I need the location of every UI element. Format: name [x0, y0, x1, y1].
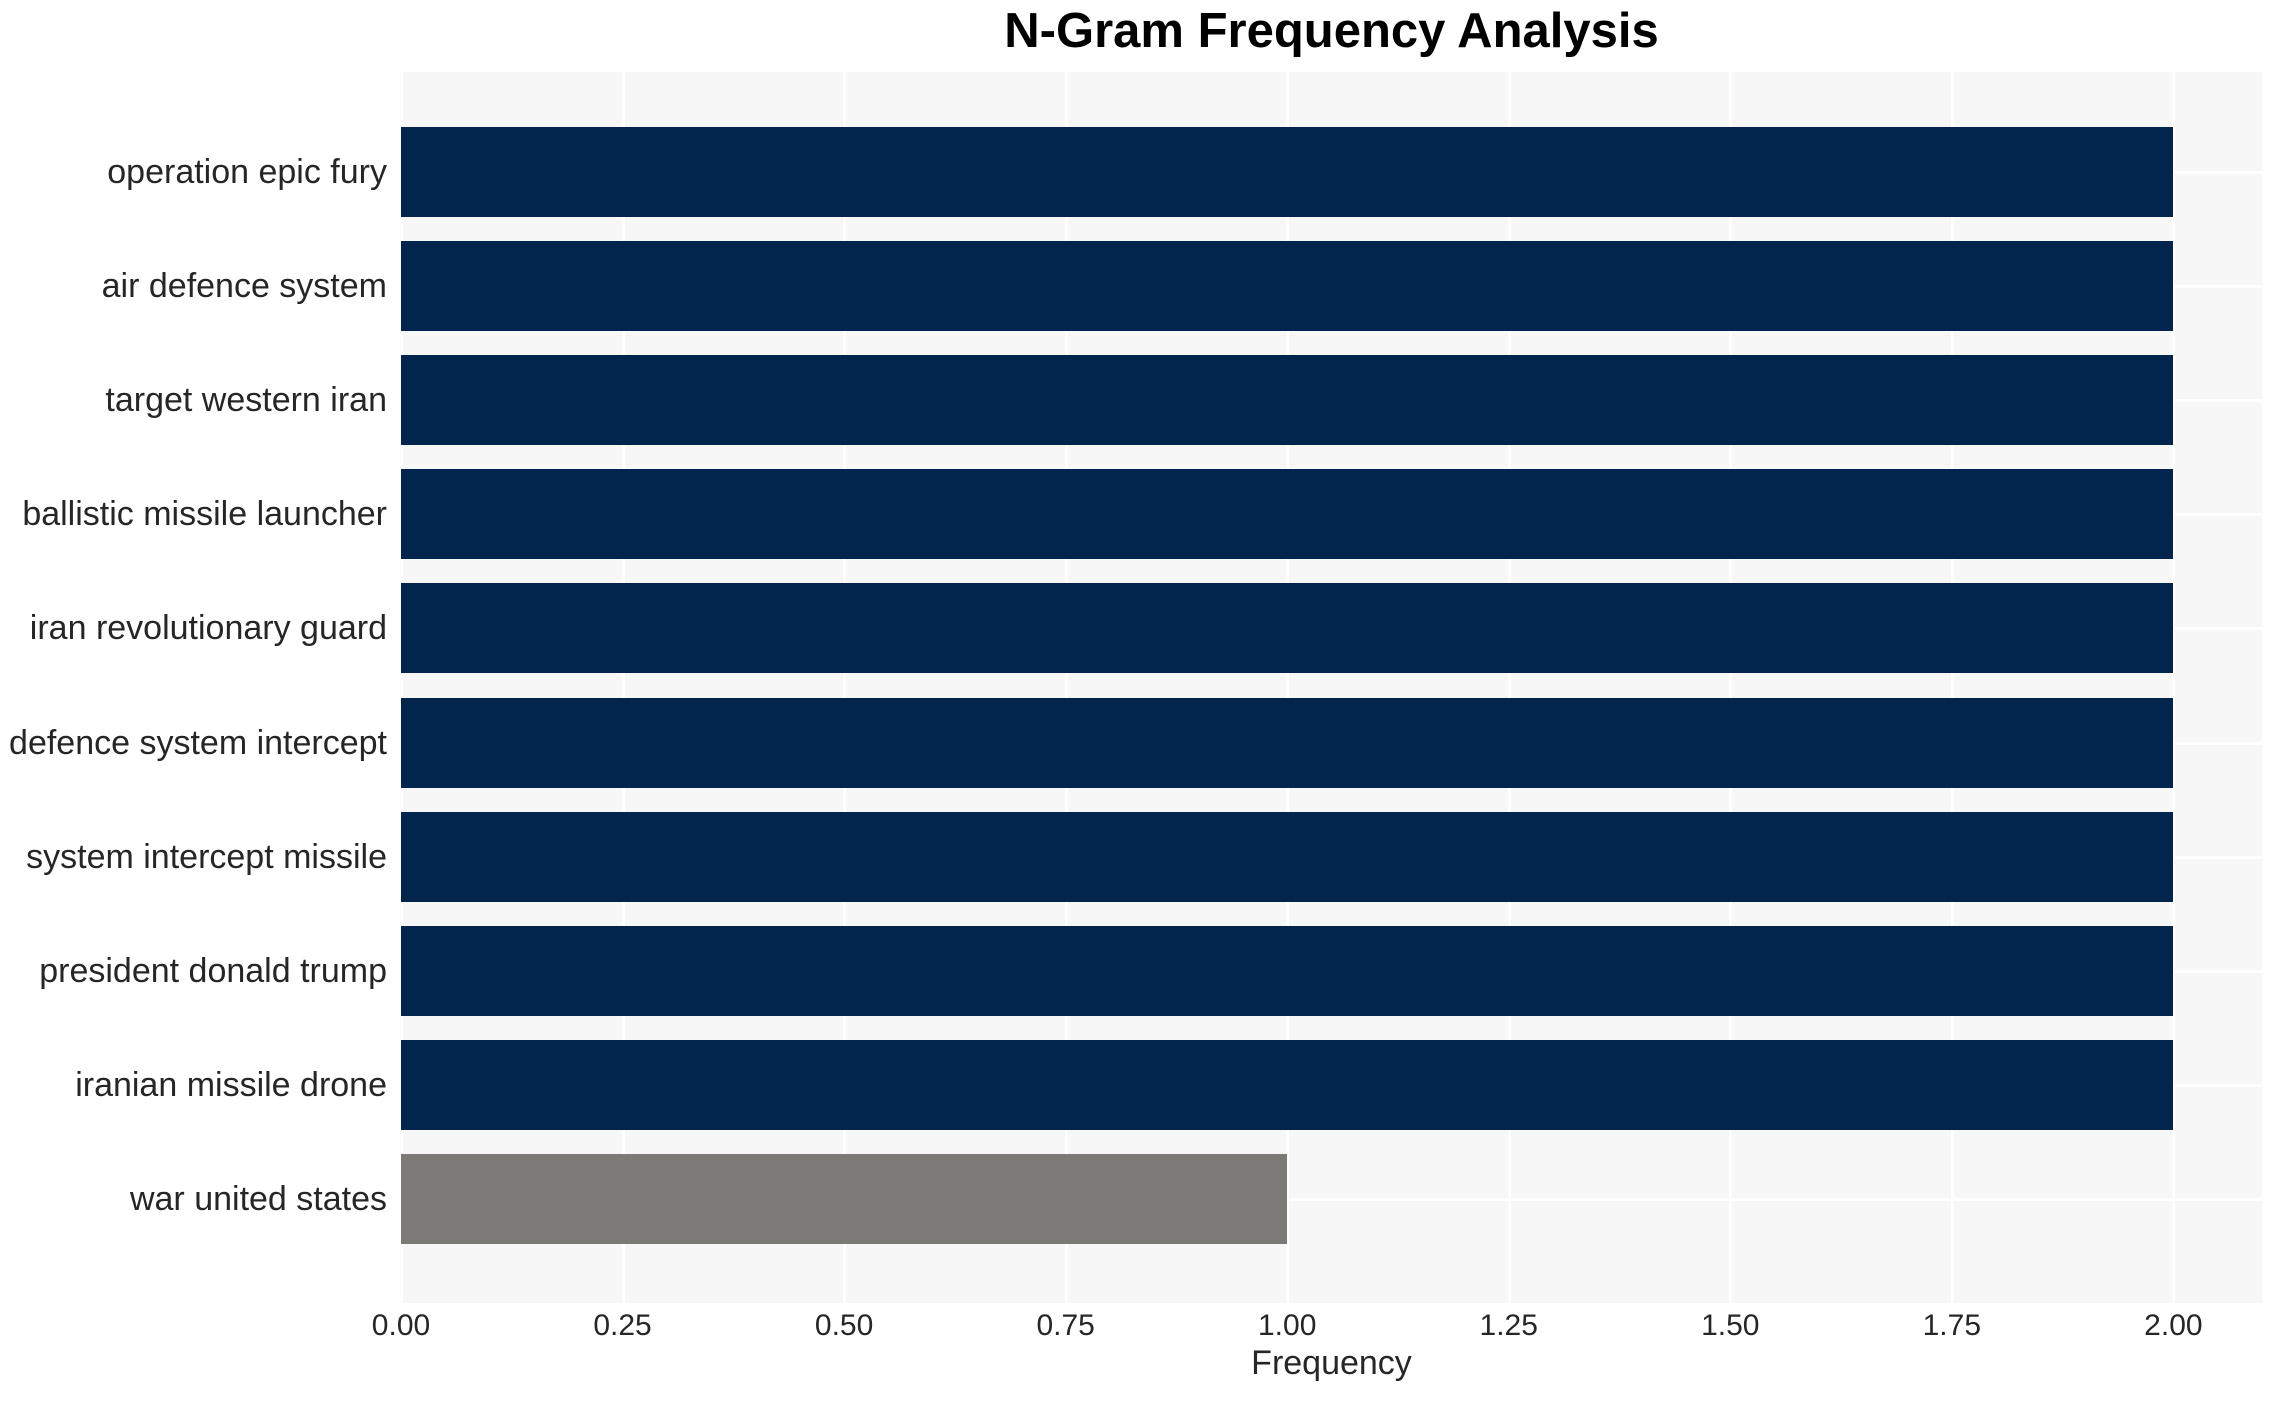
y-tick-label-iran-revolutionary-guard: iran revolutionary guard: [29, 609, 387, 648]
bar-defence-system-intercept: [401, 697, 2174, 788]
x-tick-label-2.00: 2.00: [2144, 1309, 2203, 1342]
bar-operation-epic-fury: [401, 127, 2174, 217]
gridline-vertical-1.00: [1286, 72, 1290, 1303]
bar-target-western-iran: [401, 355, 2174, 446]
gridline-vertical-0.50: [843, 72, 847, 1303]
y-tick-label-operation-epic-fury: operation epic fury: [107, 153, 387, 191]
gridline-vertical-1.75: [1950, 72, 1954, 1303]
gridline-vertical-1.50: [1729, 72, 1733, 1303]
bar-ballistic-missile-launcher: [401, 469, 2174, 560]
bar-war-united-states: [401, 1153, 1288, 1244]
x-tick-label-1.75: 1.75: [1922, 1309, 1982, 1342]
gridline-vertical-0.25: [621, 72, 625, 1303]
gridline-vertical-2.00: [2172, 72, 2176, 1303]
x-tick-label-0.00: 0.00: [371, 1309, 431, 1342]
plot-area: [400, 72, 2262, 1303]
x-tick-label-0.75: 0.75: [1036, 1309, 1095, 1342]
y-tick-label-target-western-iran: target western iran: [105, 381, 387, 420]
gridline-horizontal: [401, 1197, 2262, 1201]
y-tick-label-system-intercept-missile: system intercept missile: [26, 837, 387, 876]
y-axis-labels: operation epic fury air defence system tar…: [0, 72, 387, 1303]
y-tick-label-iranian-missile-drone: iranian missile drone: [75, 1065, 387, 1104]
x-tick-label-1.50: 1.50: [1701, 1309, 1760, 1342]
y-tick-label-war-united-states: war united states: [129, 1179, 387, 1218]
bar-iranian-missile-drone: [401, 1039, 2174, 1130]
chart-title: N-Gram Frequency Analysis: [1004, 4, 1659, 58]
x-axis-label: Frequency: [1251, 1344, 1412, 1382]
gridline-vertical-1.25: [1507, 72, 1511, 1303]
bar-air-defence-system: [401, 241, 2174, 332]
x-tick-label-1.00: 1.00: [1257, 1309, 1317, 1342]
gridline-vertical-0.00: [400, 72, 403, 1303]
bar-president-donald-trump: [401, 925, 2174, 1016]
bar-iran-revolutionary-guard: [401, 583, 2174, 674]
x-tick-label-0.50: 0.50: [814, 1309, 874, 1342]
y-tick-label-president-donald-trump: president donald trump: [39, 951, 387, 990]
x-tick-label-1.25: 1.25: [1479, 1309, 1538, 1342]
y-tick-label-ballistic-missile-launcher: ballistic missile launcher: [22, 495, 387, 534]
bar-system-intercept-missile: [401, 811, 2174, 902]
gridline-vertical-0.75: [1064, 72, 1068, 1303]
y-tick-label-air-defence-system: air defence system: [101, 267, 387, 306]
y-tick-label-defence-system-intercept: defence system intercept: [9, 723, 387, 762]
x-tick-label-0.25: 0.25: [593, 1309, 652, 1342]
